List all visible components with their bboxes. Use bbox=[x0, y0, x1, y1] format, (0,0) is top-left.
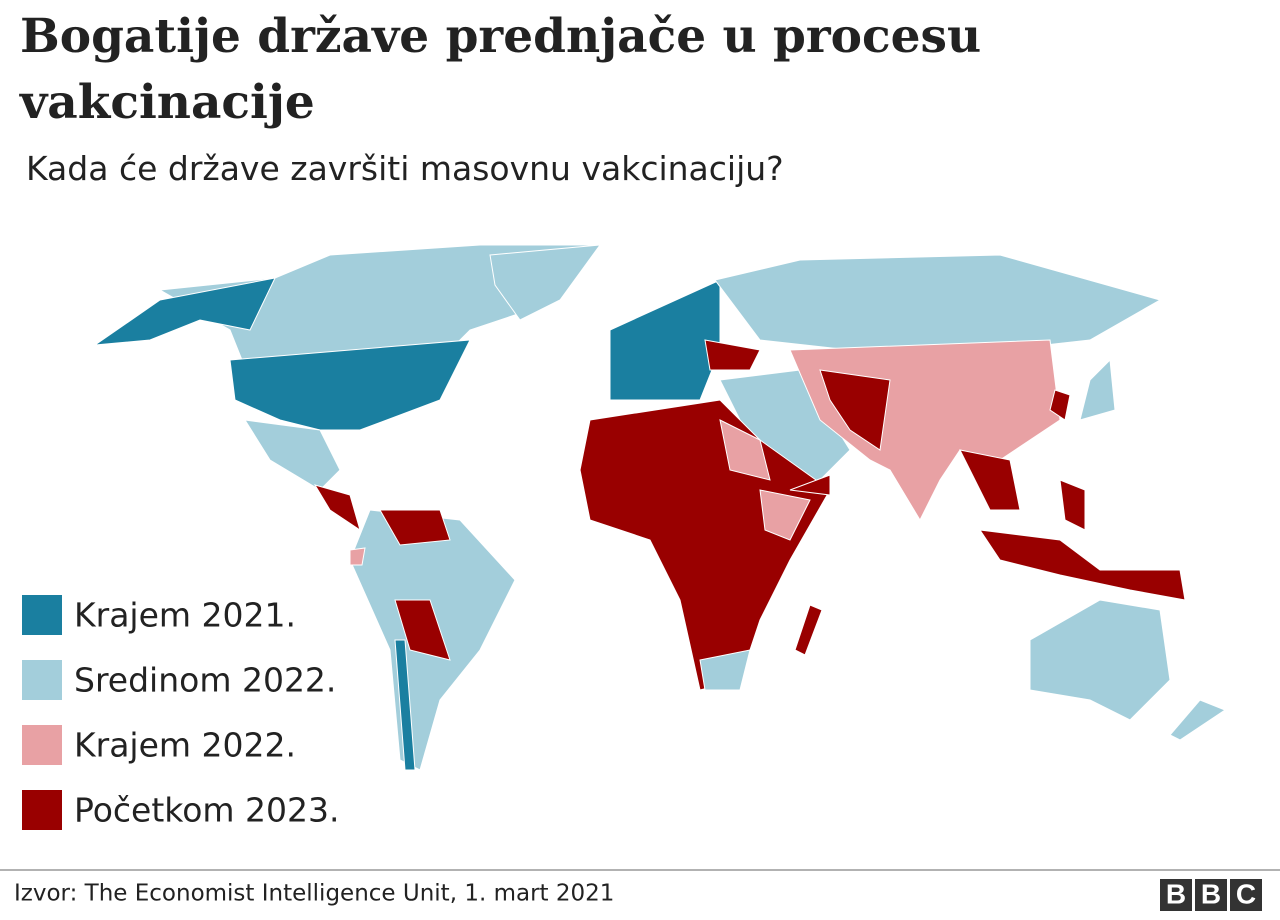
title-line: vakcinacije bbox=[19, 75, 315, 130]
legend-swatch bbox=[22, 790, 62, 830]
country-region bbox=[489, 244, 602, 321]
legend-label: Sredinom 2022. bbox=[74, 661, 336, 700]
country-region bbox=[229, 339, 471, 431]
legend-label: Početkom 2023. bbox=[74, 791, 340, 830]
legend-swatch bbox=[22, 725, 62, 765]
logo-letter: B bbox=[1166, 878, 1186, 909]
country-region bbox=[978, 529, 1186, 601]
country-region bbox=[714, 254, 1162, 351]
country-region bbox=[93, 277, 276, 346]
country-region bbox=[704, 339, 761, 371]
legend: Krajem 2021. Sredinom 2022. Krajem 2022. Po… bbox=[22, 595, 340, 830]
country-region bbox=[789, 474, 831, 496]
country-region bbox=[959, 449, 1021, 511]
country-region bbox=[1079, 358, 1116, 421]
subtitle: Kada će države završiti masovnu vakcinac… bbox=[26, 149, 784, 188]
logo-letter: C bbox=[1236, 878, 1256, 909]
source: Izvor: The Economist Intelligence Unit, … bbox=[14, 881, 614, 907]
logo-letter: B bbox=[1201, 878, 1221, 909]
country-region bbox=[1049, 389, 1071, 421]
world-map bbox=[93, 244, 1227, 771]
country-region bbox=[313, 484, 361, 532]
title-line: Bogatije države prednjače u procesu bbox=[20, 9, 981, 64]
legend-swatch bbox=[22, 595, 62, 635]
country-region bbox=[349, 547, 366, 566]
country-region bbox=[1029, 599, 1171, 721]
country-region bbox=[394, 599, 451, 661]
country-region bbox=[699, 649, 751, 691]
country-region bbox=[379, 509, 451, 546]
country-region bbox=[819, 369, 891, 451]
legend-label: Krajem 2022. bbox=[74, 726, 296, 765]
logo-box bbox=[1230, 879, 1262, 911]
legend-swatch bbox=[22, 660, 62, 700]
legend-label: Krajem 2021. bbox=[74, 596, 296, 635]
country-region bbox=[394, 639, 416, 771]
country-region bbox=[244, 419, 341, 491]
logo-box bbox=[1160, 879, 1192, 911]
country-region bbox=[794, 604, 823, 656]
country-region bbox=[1169, 699, 1227, 741]
country-region bbox=[759, 489, 811, 541]
country-region bbox=[1059, 479, 1086, 531]
country-region bbox=[719, 419, 771, 481]
country-region bbox=[609, 279, 721, 401]
logo-box bbox=[1195, 879, 1227, 911]
